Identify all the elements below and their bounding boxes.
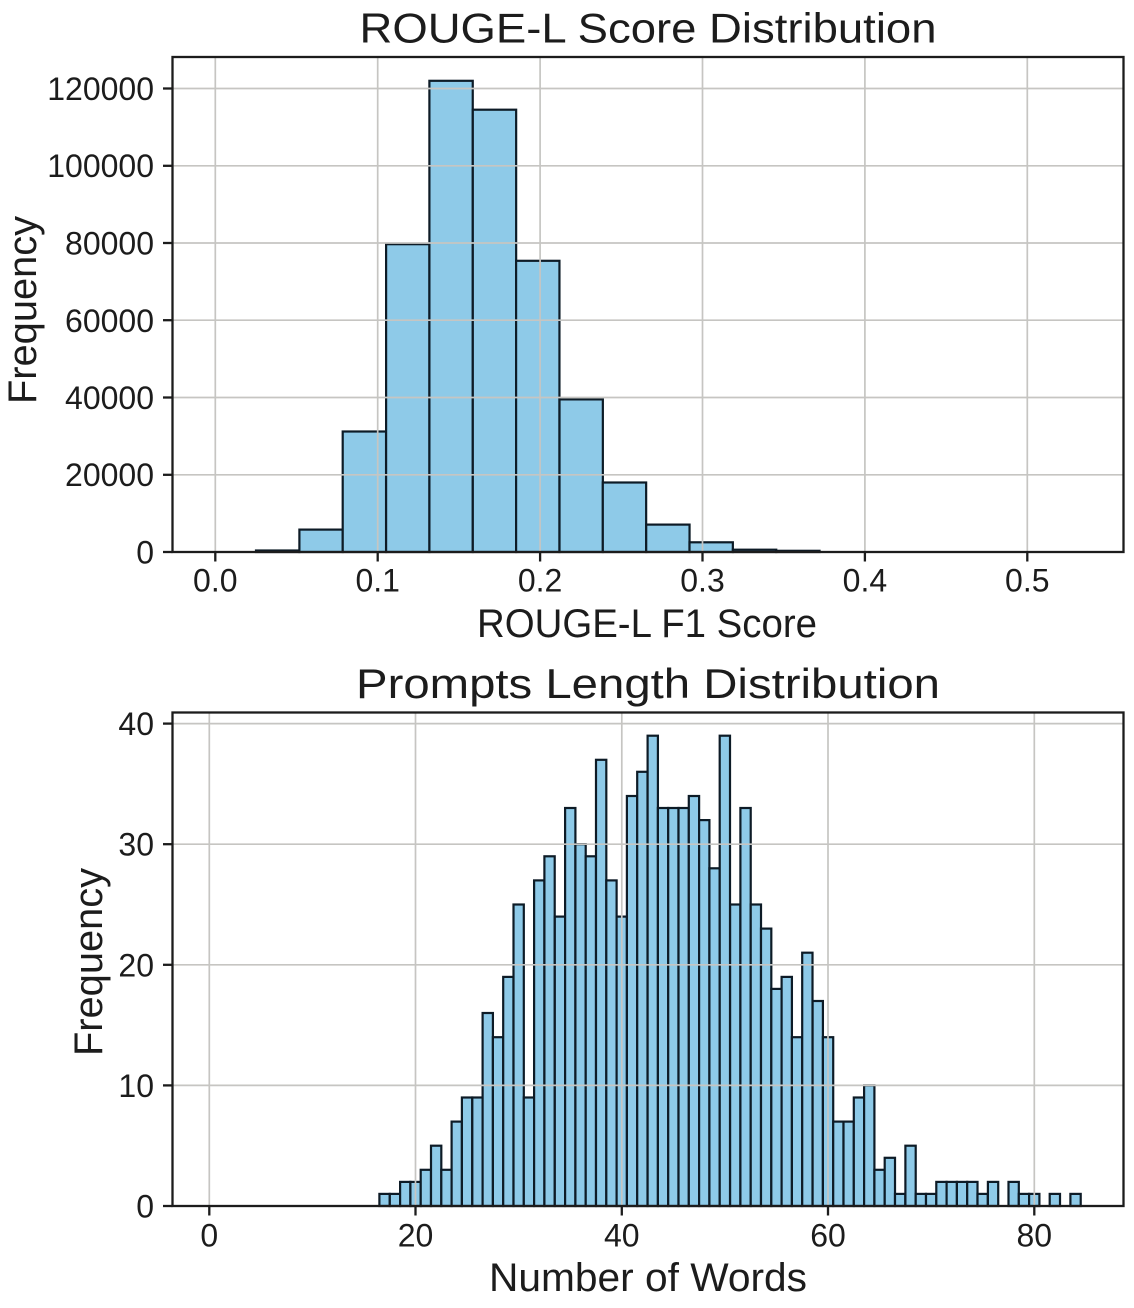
svg-text:0.4: 0.4 xyxy=(843,563,887,599)
svg-text:0.2: 0.2 xyxy=(518,563,562,599)
svg-text:Number of Words: Number of Words xyxy=(489,1256,807,1300)
svg-text:0: 0 xyxy=(200,1218,218,1254)
svg-text:80: 80 xyxy=(1017,1218,1053,1254)
svg-text:0: 0 xyxy=(136,1189,154,1225)
svg-text:40: 40 xyxy=(118,706,154,742)
svg-text:ROUGE-L F1 Score: ROUGE-L F1 Score xyxy=(477,602,817,646)
svg-text:10: 10 xyxy=(118,1068,154,1104)
svg-text:0.1: 0.1 xyxy=(355,563,399,599)
svg-text:0.3: 0.3 xyxy=(680,563,724,599)
svg-text:100000: 100000 xyxy=(47,148,154,184)
svg-text:Frequency: Frequency xyxy=(67,868,111,1056)
svg-text:30: 30 xyxy=(118,827,154,863)
svg-text:20: 20 xyxy=(398,1218,434,1254)
svg-text:Frequency: Frequency xyxy=(1,216,45,404)
svg-text:ROUGE-L Score Distribution: ROUGE-L Score Distribution xyxy=(360,5,937,52)
svg-text:20: 20 xyxy=(118,947,154,983)
svg-text:80000: 80000 xyxy=(65,226,154,262)
svg-text:0.5: 0.5 xyxy=(1005,563,1049,599)
svg-text:60000: 60000 xyxy=(65,303,154,339)
svg-text:20000: 20000 xyxy=(65,457,154,493)
svg-text:0: 0 xyxy=(136,535,154,571)
svg-text:60: 60 xyxy=(810,1218,846,1254)
svg-text:40: 40 xyxy=(604,1218,640,1254)
svg-text:0.0: 0.0 xyxy=(193,563,237,599)
svg-text:40000: 40000 xyxy=(65,380,154,416)
svg-text:120000: 120000 xyxy=(47,71,154,107)
svg-text:Prompts Length Distribution: Prompts Length Distribution xyxy=(356,660,940,707)
